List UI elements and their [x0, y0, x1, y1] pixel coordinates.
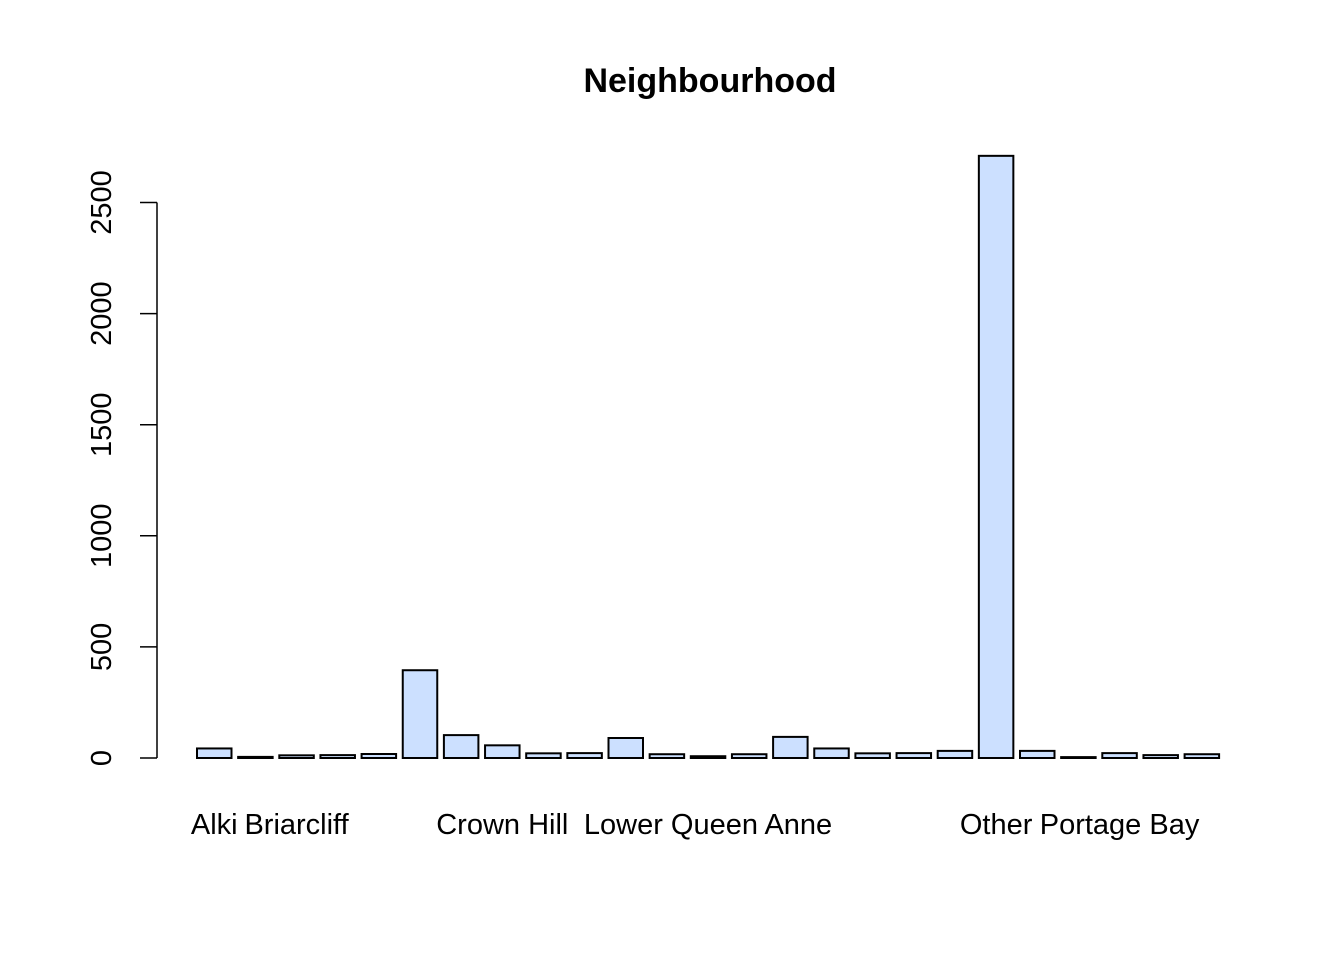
x-axis-labels: Alki Briarcliff Crown Hill Lower Queen Anne…	[191, 809, 1200, 841]
x-tick-label: Portage Bay	[1040, 809, 1200, 841]
bar	[484, 744, 521, 760]
bar	[607, 737, 644, 759]
bar	[813, 747, 850, 760]
bar	[360, 753, 398, 759]
bar	[936, 749, 974, 760]
bar	[1019, 749, 1056, 760]
y-tick-label: 500	[86, 623, 118, 671]
x-tick-label: Alki	[191, 809, 238, 841]
y-tick-label: 0	[86, 750, 118, 766]
bar	[772, 735, 809, 760]
bar	[237, 755, 274, 760]
bar	[1183, 753, 1221, 759]
bar	[730, 753, 768, 759]
bar	[648, 753, 686, 759]
bars	[196, 154, 1221, 760]
bar	[442, 734, 480, 759]
bar	[1101, 752, 1138, 759]
y-tick-label: 1000	[86, 504, 118, 569]
bar	[1060, 756, 1097, 759]
bar	[196, 747, 233, 760]
bar	[854, 752, 891, 760]
bar	[895, 752, 933, 759]
bar	[278, 754, 315, 760]
chart-title: Neighbourhood	[583, 62, 836, 100]
x-tick-label: Other	[960, 809, 1033, 841]
bar	[401, 669, 439, 759]
y-tick-label: 2500	[86, 170, 118, 235]
bar	[1142, 754, 1179, 759]
x-tick-label: Lower Queen Anne	[584, 809, 832, 841]
bar	[689, 755, 727, 759]
bar	[977, 154, 1015, 759]
x-tick-label: Crown Hill	[436, 809, 568, 841]
bar	[319, 754, 356, 759]
y-axis: 0 500 1000 1500 2000 2500	[86, 170, 158, 766]
y-tick-label: 2000	[86, 281, 118, 346]
bar	[525, 752, 562, 760]
bar	[566, 752, 603, 759]
y-tick-label: 1500	[86, 392, 118, 457]
x-tick-label: Briarcliff	[244, 809, 349, 841]
